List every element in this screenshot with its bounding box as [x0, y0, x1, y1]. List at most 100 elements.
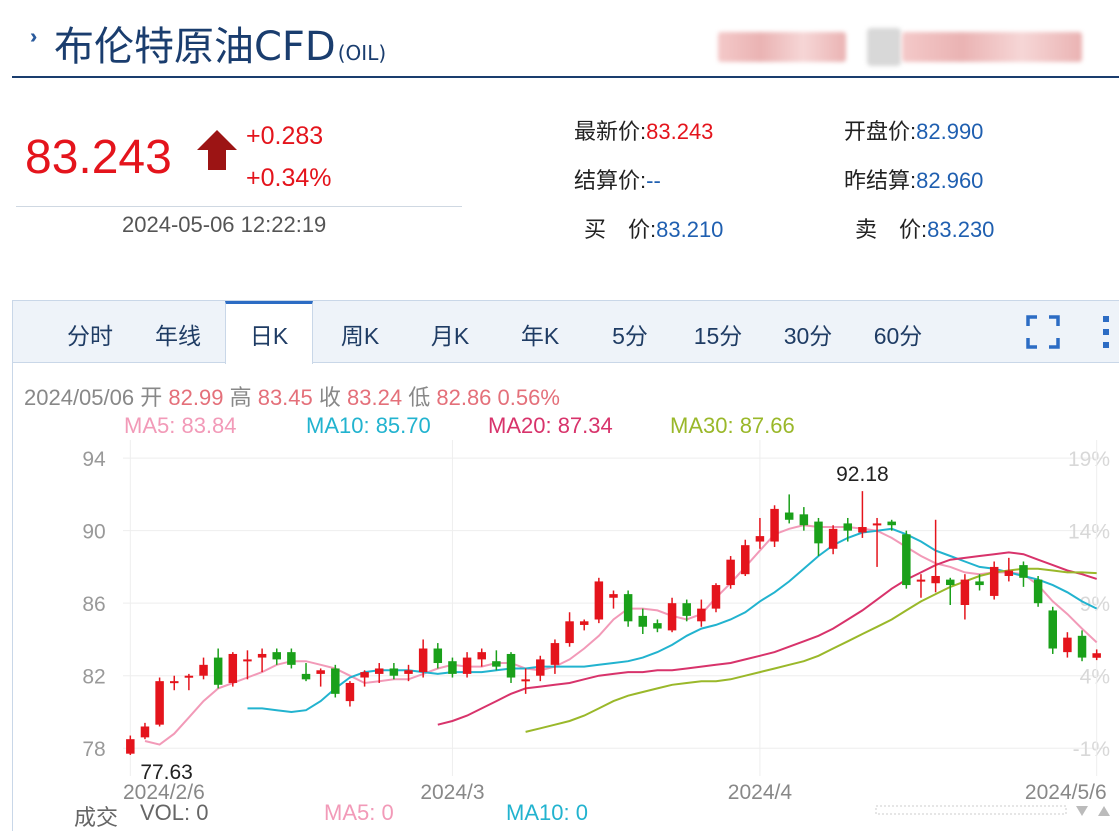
candle-body — [477, 652, 486, 660]
tab-yearly-k[interactable]: 年K — [520, 323, 560, 349]
tab-intraday[interactable]: 分时 — [67, 323, 113, 349]
candle-body — [155, 681, 164, 725]
scroll-down-icon — [1076, 806, 1088, 816]
y-tick-label: 82 — [82, 666, 105, 689]
candle-body — [228, 653, 238, 683]
y-tick-label: 78 — [82, 738, 105, 761]
candle-body — [492, 661, 501, 667]
candle-body — [213, 657, 223, 685]
ask-value: 83.230 — [927, 217, 995, 242]
blurred-link[interactable] — [718, 32, 846, 62]
candle-body — [170, 681, 179, 684]
candle-body — [257, 653, 267, 658]
candle-body — [418, 648, 428, 673]
ohlc-low: 82.86 — [436, 385, 492, 410]
mobile-icon[interactable] — [867, 28, 901, 66]
prev-settle-label: 昨结算: — [844, 168, 917, 193]
tab-weekly-k[interactable]: 周K — [340, 323, 380, 349]
ohlc-low-label: 低 — [408, 385, 431, 410]
period-tabs: 分时 年线 日K 周K 月K 年K 5分 15分 30分 60分 — [13, 301, 1119, 364]
candle-body — [858, 527, 867, 533]
candle-body — [126, 739, 135, 754]
latest-price-row: 最新价:83.243 — [574, 114, 713, 146]
max-price-label: 92.18 — [836, 463, 889, 486]
candle-body — [272, 652, 281, 660]
candle-body — [550, 643, 560, 665]
scroll-up-icon — [1098, 806, 1110, 816]
candle-body — [389, 668, 399, 676]
blurred-link-2[interactable] — [902, 32, 1082, 62]
pct-tick-label: 14% — [1068, 521, 1110, 544]
quote-divider — [16, 206, 462, 207]
bid-price-row: 买 价:83.210 — [584, 212, 723, 244]
candle-body — [623, 594, 633, 622]
chart-panel: 分时 年线 日K 周K 月K 年K 5分 15分 30分 60分 — [12, 300, 1119, 831]
open-label: 开盘价: — [844, 119, 917, 144]
y-tick-label: 86 — [82, 593, 105, 616]
candle-body — [360, 672, 369, 678]
candle-body — [243, 659, 252, 662]
x-tick-label: 2024/5/6 — [1025, 781, 1107, 804]
tab-15min[interactable]: 15分 — [693, 323, 743, 349]
up-arrow-icon — [197, 130, 237, 170]
tab-5min[interactable]: 5分 — [612, 323, 648, 349]
candle-body — [316, 670, 325, 674]
candle-body — [1033, 579, 1043, 604]
candle-body — [345, 682, 355, 702]
title-main: 布伦特原油CFD — [54, 24, 336, 70]
tab-daily-k[interactable]: 日K — [225, 301, 313, 364]
ohlc-summary: 2024/05/06 开 82.99 高 83.45 收 83.24 低 82.… — [24, 380, 560, 412]
candle-body — [828, 528, 838, 549]
candle-body — [989, 566, 999, 596]
tab-year-line[interactable]: 年线 — [155, 323, 201, 349]
y-tick-label: 94 — [82, 448, 106, 471]
ma30-legend: MA30: 87.66 — [670, 413, 795, 438]
candle-body — [975, 581, 984, 586]
pct-tick-label: 19% — [1068, 448, 1110, 471]
candle-body — [521, 679, 530, 682]
candle-body — [140, 726, 150, 738]
ohlc-amplitude: 0.56% — [497, 385, 560, 410]
ohlc-open-label: 开 — [140, 385, 163, 410]
bid-value: 83.210 — [656, 217, 724, 242]
ma10-line — [247, 527, 1098, 714]
volume-value: VOL: 0 — [140, 800, 209, 825]
y-tick-label: 90 — [82, 521, 105, 544]
tab-60min[interactable]: 60分 — [873, 323, 923, 349]
ohlc-high: 83.45 — [257, 385, 313, 410]
candle-body — [711, 585, 721, 609]
page-title: 布伦特原油CFD (OIL) — [54, 14, 386, 72]
candle-body — [682, 603, 691, 616]
candle-body — [565, 621, 574, 644]
ohlc-close: 83.24 — [347, 385, 403, 410]
ma20-legend: MA20: 87.34 — [488, 413, 613, 438]
settle-label: 结算价: — [574, 168, 647, 193]
candle-body — [697, 608, 706, 622]
candle-body — [287, 652, 296, 665]
candle-body — [755, 536, 765, 542]
ohlc-high-label: 高 — [229, 385, 252, 410]
ma5-legend: MA5: 83.84 — [124, 413, 237, 438]
title-bar: ›› 布伦特原油CFD (OIL) — [12, 0, 1119, 78]
candle-body — [1077, 635, 1087, 658]
candle-body — [1004, 570, 1014, 576]
volume-label: 成交 — [74, 805, 119, 830]
tab-monthly-k[interactable]: 月K — [430, 323, 470, 349]
candle-body — [184, 675, 194, 678]
latest-label: 最新价: — [574, 119, 647, 144]
open-price-row: 开盘价:82.990 — [844, 114, 983, 146]
pct-tick-label: 9% — [1080, 593, 1110, 616]
more-vertical-icon[interactable] — [1101, 313, 1111, 351]
volume-ma5: MA5: 0 — [324, 800, 394, 825]
candle-body — [638, 615, 648, 627]
ohlc-close-label: 收 — [318, 385, 341, 410]
candle-body — [594, 581, 604, 620]
candle-body — [872, 523, 882, 526]
tab-30min[interactable]: 30分 — [783, 323, 833, 349]
min-price-label: 77.63 — [140, 761, 193, 784]
candle-body — [374, 668, 384, 674]
candle-body — [931, 575, 940, 584]
fullscreen-icon[interactable] — [1026, 315, 1060, 349]
candle-body — [1019, 565, 1028, 578]
